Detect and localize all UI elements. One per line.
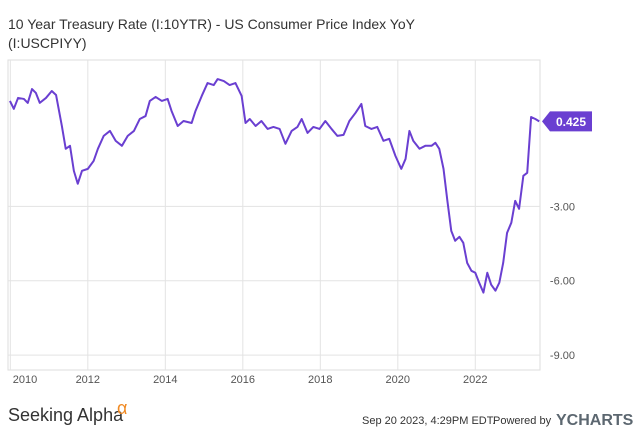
chart-title: 10 Year Treasury Rate (I:10YTR) - US Con… <box>8 16 416 32</box>
line-series <box>9 78 540 294</box>
value-label: 0.425 <box>556 115 586 129</box>
plot-frame <box>7 59 541 371</box>
chart-subtitle: (I:USCPIYY) <box>8 35 87 51</box>
y-tick-label: -3.00 <box>550 201 575 213</box>
value-callout <box>542 111 592 132</box>
powered-by: Powered by <box>493 415 552 427</box>
x-tick-label: 2020 <box>386 374 410 386</box>
x-tick-label: 2014 <box>153 374 177 386</box>
y-tick-label: -6.00 <box>550 276 575 288</box>
x-tick-label: 2022 <box>463 374 487 386</box>
x-tick-label: 2012 <box>76 374 100 386</box>
y-tick-label: -9.00 <box>550 350 575 362</box>
x-tick-label: 2016 <box>231 374 255 386</box>
brand: YCHARTS <box>556 412 634 429</box>
timestamp: Sep 20 2023, 4:29PM EDT. <box>362 415 495 427</box>
watermark: Seeking Alpha <box>8 405 124 425</box>
x-tick-label: 2018 <box>308 374 332 386</box>
logo-symbol: α <box>117 398 127 418</box>
x-tick-label: 2010 <box>13 374 37 386</box>
